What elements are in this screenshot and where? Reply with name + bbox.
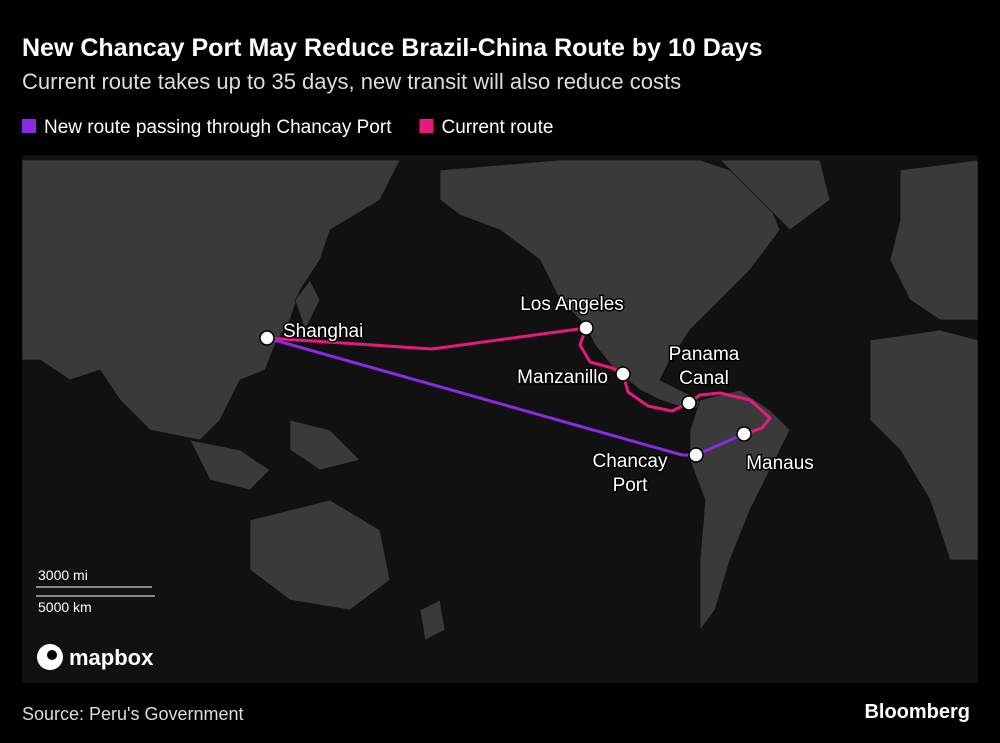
legend-label: New route passing through Chancay Port xyxy=(44,117,392,138)
land xyxy=(22,159,978,641)
place-label: Manaus xyxy=(746,453,814,474)
subtitle: Current route takes up to 35 days, new t… xyxy=(22,69,681,94)
mapbox-logo xyxy=(47,650,57,660)
legend-swatch xyxy=(419,119,434,133)
source: Source: Peru's Government xyxy=(22,704,244,724)
legend-label: Current route xyxy=(441,117,553,138)
place-label: Chancay xyxy=(593,451,668,472)
place-dot xyxy=(688,447,704,463)
attribution: mapbox xyxy=(69,645,154,670)
place-label: Manzanillo xyxy=(517,367,608,388)
place-dot xyxy=(578,320,594,336)
place-dot xyxy=(615,366,631,382)
place-dot xyxy=(736,426,752,442)
scale-km: 5000 km xyxy=(38,599,92,615)
current-route xyxy=(266,326,772,436)
place-dot xyxy=(259,330,275,346)
place-label: Los Angeles xyxy=(520,294,624,315)
place-label: Shanghai xyxy=(283,321,363,342)
place-label: Canal xyxy=(679,368,729,389)
scale-miles: 3000 mi xyxy=(38,567,88,583)
map xyxy=(22,155,978,683)
place-label: Panama xyxy=(669,344,740,365)
legend-swatch xyxy=(22,119,36,133)
places: Shanghai Los Angeles Manzanillo Panama Canal… xyxy=(259,293,815,498)
title: New Chancay Port May Reduce Brazil-China… xyxy=(22,34,763,62)
place-dot xyxy=(681,395,697,411)
legend: New route passing through Chancay Port Cu… xyxy=(22,117,553,138)
brand: Bloomberg xyxy=(864,701,970,723)
place-label: Port xyxy=(613,475,649,496)
